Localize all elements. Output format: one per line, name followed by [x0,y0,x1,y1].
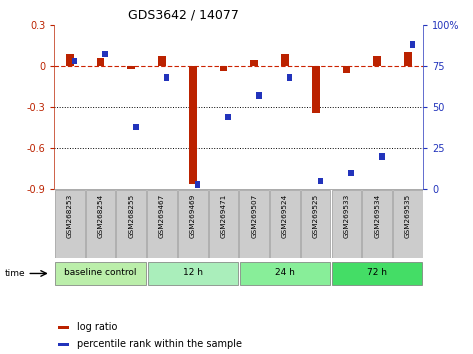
Bar [164,74,169,81]
Text: 24 h: 24 h [275,268,295,278]
Text: GSM269469: GSM269469 [190,194,196,238]
Text: GSM269535: GSM269535 [405,194,411,238]
Bar [148,262,238,285]
Bar [373,56,381,66]
Text: GSM269533: GSM269533 [343,194,350,238]
Text: time: time [5,269,26,278]
Bar [116,190,146,258]
Text: log ratio: log ratio [77,322,117,332]
Bar [178,190,208,258]
Text: GSM269467: GSM269467 [159,194,165,238]
Bar [225,114,231,120]
Bar [102,51,108,57]
Bar [270,190,300,258]
Bar [317,178,323,184]
Bar [348,170,354,176]
Bar [404,52,412,66]
Bar [55,262,146,285]
Text: GSM268253: GSM268253 [67,194,73,238]
Text: 72 h: 72 h [367,268,387,278]
Bar [194,181,200,188]
Bar [332,190,361,258]
Bar [86,190,115,258]
Bar [58,343,69,346]
Text: percentile rank within the sample: percentile rank within the sample [77,339,242,349]
Bar [312,66,320,113]
Text: 12 h: 12 h [183,268,203,278]
Bar [58,326,69,329]
Bar [332,262,422,285]
Bar [379,153,385,160]
Bar [147,190,177,258]
Bar [281,53,289,66]
Bar [410,41,415,48]
Bar [240,262,330,285]
Text: GSM269471: GSM269471 [220,194,227,238]
Bar [256,92,262,99]
Bar [342,66,350,73]
Bar [287,74,292,81]
Bar [393,190,423,258]
Text: baseline control: baseline control [64,268,137,278]
Text: GDS3642 / 14077: GDS3642 / 14077 [128,9,238,22]
Bar [66,53,74,66]
Bar [209,190,238,258]
Text: GSM268254: GSM268254 [97,194,104,238]
Bar [362,190,392,258]
Text: GSM269524: GSM269524 [282,194,288,238]
Text: GSM269525: GSM269525 [313,194,319,238]
Bar [250,61,258,66]
Text: GSM269534: GSM269534 [374,194,380,238]
Bar [55,190,85,258]
Bar [239,190,269,258]
Text: GSM268255: GSM268255 [128,194,134,238]
Bar [219,66,228,72]
Bar [127,66,135,69]
Bar [71,58,77,64]
Bar [301,190,331,258]
Bar [133,124,139,130]
Bar [189,66,197,184]
Bar [158,56,166,66]
Text: GSM269507: GSM269507 [251,194,257,238]
Bar [96,58,105,66]
